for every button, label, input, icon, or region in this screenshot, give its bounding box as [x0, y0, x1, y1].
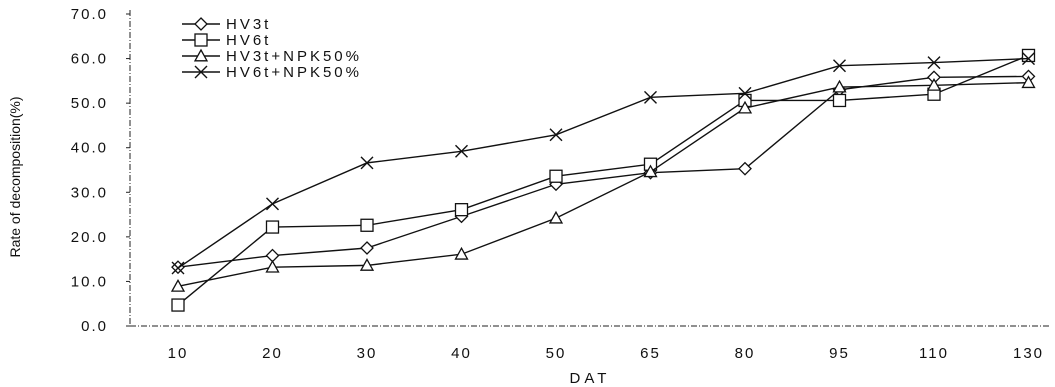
axes: [129, 10, 1050, 327]
data-point-square: [171, 298, 185, 312]
x-tick-label: 95: [829, 345, 850, 362]
x-tick-label: 65: [640, 345, 661, 362]
data-point-square: [832, 93, 847, 108]
x-axis-title: DAT: [570, 370, 611, 387]
legend-label: HV3t+NPK50%: [226, 48, 362, 65]
legend-marker-x: [194, 65, 208, 79]
data-point-x: [644, 90, 657, 104]
series-line: [177, 54, 1029, 306]
data-point-square: [265, 220, 280, 234]
data-point-x: [171, 261, 185, 275]
data-point-x: [1022, 52, 1035, 66]
data-point-triangle: [548, 210, 564, 224]
series-hv6t: [171, 48, 1036, 312]
legend-label: HV6t+NPK50%: [226, 64, 362, 81]
y-tick-labels: 0.0 10.0 20.0 30.0 40.0 50.0 60.0 70.0: [71, 6, 130, 335]
series-hv3t-npk50: [170, 75, 1036, 292]
data-point-triangle: [737, 100, 753, 114]
y-tick-label: 40.0: [71, 140, 108, 157]
x-tick-labels: 10 20 30 40 50 65 80 95 110 130: [168, 345, 1044, 362]
legend-label: HV6t: [226, 32, 271, 49]
data-point-triangle: [926, 77, 942, 91]
y-tick-label: 70.0: [71, 6, 108, 23]
data-point-triangle: [1021, 75, 1036, 89]
x-tick-label: 130: [1013, 345, 1044, 362]
y-tick-label: 10.0: [71, 273, 108, 290]
data-point-x: [738, 86, 752, 100]
y-tick-label: 50.0: [71, 95, 108, 112]
data-point-square: [360, 218, 374, 232]
series-line: [177, 75, 1029, 268]
x-tick-label: 80: [735, 345, 756, 362]
legend-item-hv3t: HV3t: [182, 16, 271, 33]
series-hv3t: [171, 69, 1036, 275]
data-point-triangle: [643, 164, 658, 178]
y-tick-label: 20.0: [71, 229, 108, 246]
data-point-square: [1021, 48, 1036, 63]
data-point-triangle: [359, 258, 375, 271]
legend-marker-triangle: [193, 48, 209, 62]
y-tick-label: 30.0: [71, 184, 108, 201]
y-axis-title: Rate of decomposition(%): [7, 96, 23, 257]
data-point-x: [833, 59, 846, 73]
data-point-triangle: [265, 259, 280, 273]
data-point-triangle: [454, 246, 469, 260]
x-tick-label: 50: [546, 345, 567, 362]
x-tick-label: 10: [168, 345, 189, 362]
y-tick-label: 60.0: [71, 51, 108, 68]
y-tick-label: 0.0: [81, 318, 108, 335]
data-point-x: [455, 144, 468, 158]
legend-label: HV3t: [226, 16, 271, 33]
legend-marker-diamond: [194, 17, 208, 31]
data-point-x: [360, 156, 374, 170]
data-point-x: [266, 197, 279, 211]
data-point-x: [549, 128, 563, 142]
x-tick-label: 30: [357, 345, 378, 362]
legend-marker-square: [194, 33, 208, 47]
data-point-square: [549, 169, 563, 183]
series-line: [177, 57, 1029, 269]
data-point-diamond: [738, 161, 752, 176]
legend-item-hv3t-npk50: HV3t+NPK50%: [182, 48, 362, 65]
series-line: [177, 81, 1029, 288]
data-point-square: [454, 203, 469, 217]
data-point-triangle: [170, 278, 186, 292]
data-point-x: [927, 56, 941, 70]
data-point-diamond: [265, 248, 280, 263]
legend-item-hv6t-npk50: HV6t+NPK50%: [182, 64, 362, 81]
data-point-triangle: [832, 79, 847, 93]
series-group: [170, 48, 1036, 312]
x-tick-label: 20: [262, 345, 283, 362]
x-tick-label: 40: [451, 345, 472, 362]
legend-item-hv6t: HV6t: [182, 32, 271, 49]
series-hv6t-npk50: [171, 52, 1035, 275]
x-tick-label: 110: [919, 345, 949, 362]
data-point-diamond: [360, 241, 374, 255]
